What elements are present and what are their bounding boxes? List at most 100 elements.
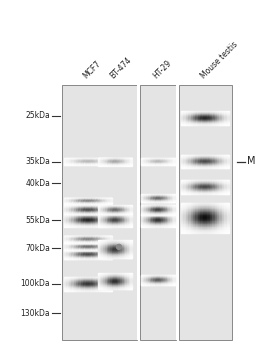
Bar	[69, 283, 71, 284]
Bar	[215, 111, 217, 112]
Bar	[98, 290, 100, 291]
Bar	[120, 243, 122, 244]
Bar	[202, 222, 205, 223]
Bar	[98, 257, 100, 258]
Bar	[195, 214, 198, 215]
Bar	[186, 207, 188, 208]
Bar	[181, 193, 183, 194]
Bar	[183, 115, 186, 116]
Bar	[110, 287, 112, 288]
Bar	[222, 122, 224, 123]
Bar	[105, 255, 106, 256]
Bar	[69, 289, 71, 290]
Bar	[100, 240, 101, 241]
Bar	[193, 120, 195, 121]
Bar	[118, 274, 120, 275]
Bar	[98, 280, 100, 281]
Bar	[66, 290, 69, 291]
Bar	[66, 284, 69, 285]
Bar	[198, 112, 200, 113]
Bar	[120, 244, 122, 245]
Bar	[212, 214, 215, 215]
Bar	[215, 123, 217, 124]
Bar	[69, 286, 71, 287]
Bar	[115, 279, 117, 280]
Bar	[118, 285, 120, 286]
Bar	[69, 282, 71, 283]
Bar	[101, 280, 103, 281]
Bar	[224, 211, 227, 212]
Bar	[215, 122, 217, 123]
Bar	[105, 277, 106, 278]
Bar	[108, 253, 110, 254]
Bar	[110, 277, 112, 278]
Bar	[205, 182, 207, 183]
Bar	[224, 206, 227, 207]
Bar	[71, 283, 74, 284]
Bar	[71, 290, 74, 291]
Bar	[113, 283, 115, 284]
Bar	[181, 182, 183, 183]
Bar	[112, 280, 113, 281]
Bar	[183, 120, 186, 121]
Bar	[95, 290, 98, 291]
Bar	[64, 290, 66, 291]
Bar	[193, 211, 195, 212]
Bar	[210, 204, 212, 205]
Bar	[198, 207, 200, 208]
Bar	[102, 280, 105, 281]
Bar	[188, 212, 191, 213]
Bar	[130, 274, 132, 275]
Bar	[127, 251, 129, 252]
Bar	[210, 227, 212, 228]
Bar	[219, 113, 222, 114]
Bar	[106, 277, 108, 278]
Bar	[205, 225, 207, 226]
Bar	[198, 123, 200, 124]
Bar	[130, 256, 132, 257]
Bar	[112, 254, 113, 255]
Bar	[186, 116, 188, 117]
Bar	[108, 251, 110, 252]
Bar	[188, 211, 191, 212]
Bar	[74, 283, 76, 284]
Bar	[219, 187, 222, 188]
Bar	[207, 111, 210, 112]
Bar	[193, 220, 195, 221]
Bar	[102, 287, 105, 288]
Bar	[105, 243, 106, 244]
Bar	[110, 245, 112, 246]
Bar	[113, 244, 115, 245]
Bar	[212, 190, 215, 191]
Bar	[83, 287, 86, 288]
Bar	[118, 288, 120, 289]
Bar	[191, 207, 193, 208]
Bar	[186, 209, 188, 210]
Bar	[98, 287, 100, 288]
Bar	[205, 223, 207, 224]
Bar	[193, 188, 195, 189]
Bar	[181, 221, 183, 222]
Bar	[200, 226, 202, 227]
Bar	[106, 257, 108, 258]
Bar	[122, 277, 123, 278]
Bar	[103, 243, 105, 244]
Bar	[115, 280, 117, 281]
Bar	[98, 281, 100, 282]
Bar	[200, 225, 202, 226]
Bar	[224, 117, 227, 118]
Bar	[103, 284, 105, 285]
Bar	[127, 288, 129, 289]
Bar	[112, 274, 113, 275]
Bar	[113, 275, 115, 276]
Bar	[219, 216, 222, 217]
Bar	[205, 231, 207, 232]
Bar	[125, 250, 127, 251]
Bar	[188, 207, 191, 208]
Bar	[74, 284, 76, 285]
Bar	[110, 287, 112, 288]
Bar	[222, 206, 224, 207]
Bar	[217, 180, 219, 181]
Bar	[108, 288, 110, 289]
Bar	[100, 247, 101, 248]
